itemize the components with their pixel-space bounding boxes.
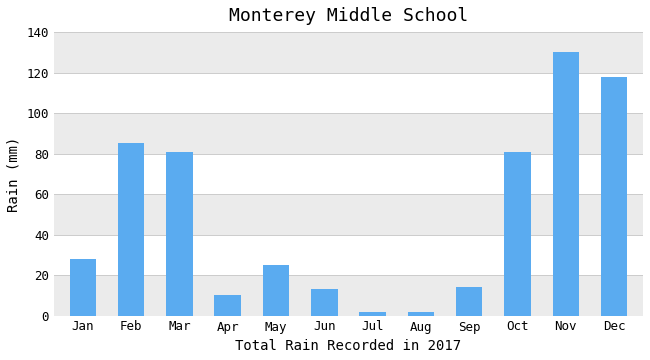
Bar: [408, 312, 434, 316]
Bar: [54, 113, 643, 154]
X-axis label: Total Rain Recorded in 2017: Total Rain Recorded in 2017: [235, 339, 462, 353]
Title: Monterey Middle School: Monterey Middle School: [229, 7, 468, 25]
Y-axis label: Rain (mm): Rain (mm): [7, 136, 21, 212]
Bar: [54, 194, 643, 235]
Bar: [54, 154, 643, 194]
Bar: [311, 289, 337, 316]
Bar: [118, 144, 144, 316]
Bar: [214, 296, 241, 316]
Bar: [456, 287, 482, 316]
Bar: [601, 77, 627, 316]
Bar: [166, 152, 192, 316]
Bar: [552, 52, 579, 316]
Bar: [54, 32, 643, 73]
Bar: [54, 275, 643, 316]
Bar: [504, 152, 531, 316]
Bar: [263, 265, 289, 316]
Bar: [359, 312, 386, 316]
Bar: [54, 73, 643, 113]
Bar: [54, 235, 643, 275]
Bar: [70, 259, 96, 316]
